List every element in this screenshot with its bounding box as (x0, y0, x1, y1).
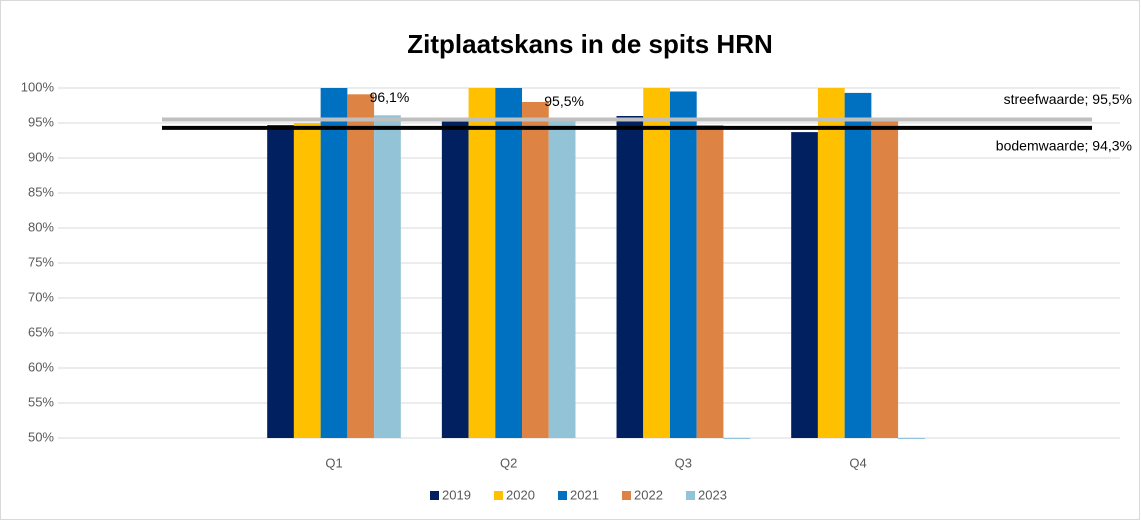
bar (898, 438, 925, 439)
y-tick-label: 75% (28, 254, 54, 269)
legend-label: 2019 (442, 487, 471, 502)
y-tick-label: 60% (28, 359, 54, 374)
y-tick-label: 70% (28, 289, 54, 304)
bar (791, 132, 818, 438)
reference-label: bodemwaarde; 94,3% (996, 138, 1132, 154)
bar (669, 91, 697, 438)
y-tick-label: 80% (28, 219, 54, 234)
bar (468, 88, 496, 438)
legend-swatch (558, 491, 567, 500)
bar (320, 88, 348, 438)
y-tick-label: 50% (28, 429, 54, 444)
legend-swatch (686, 491, 695, 500)
reference-label: streefwaarde; 95,5% (1004, 91, 1132, 107)
x-tick-label: Q2 (500, 455, 517, 470)
bar (267, 125, 294, 438)
chart-title: Zitplaatskans in de spits HRN (407, 29, 773, 59)
bar (817, 88, 845, 438)
legend-swatch (494, 491, 503, 500)
bar (643, 88, 670, 438)
x-tick-label: Q4 (849, 455, 866, 470)
bar (871, 120, 899, 439)
x-tick-label: Q3 (675, 455, 692, 470)
bar (347, 94, 375, 439)
bar (293, 123, 321, 438)
bar (522, 102, 549, 438)
bar (844, 92, 872, 439)
y-tick-label: 85% (28, 184, 54, 199)
legend-label: 2023 (698, 487, 727, 502)
legend-label: 2021 (570, 487, 599, 502)
legend-label: 2022 (634, 487, 663, 502)
bar (723, 438, 751, 439)
data-label: 96,1% (370, 89, 410, 105)
legend-swatch (430, 491, 439, 500)
y-tick-label: 95% (28, 114, 54, 129)
y-tick-label: 65% (28, 324, 54, 339)
bar (616, 116, 644, 438)
bar (441, 121, 469, 438)
bar (495, 88, 523, 438)
y-tick-label: 55% (28, 394, 54, 409)
x-tick-label: Q1 (325, 455, 342, 470)
legend-label: 2020 (506, 487, 535, 502)
data-label: 95,5% (544, 93, 584, 109)
bar (548, 119, 576, 438)
bar (374, 115, 401, 439)
bar (696, 125, 724, 438)
y-tick-label: 90% (28, 149, 54, 164)
y-tick-label: 100% (21, 79, 55, 94)
legend-swatch (622, 491, 631, 500)
